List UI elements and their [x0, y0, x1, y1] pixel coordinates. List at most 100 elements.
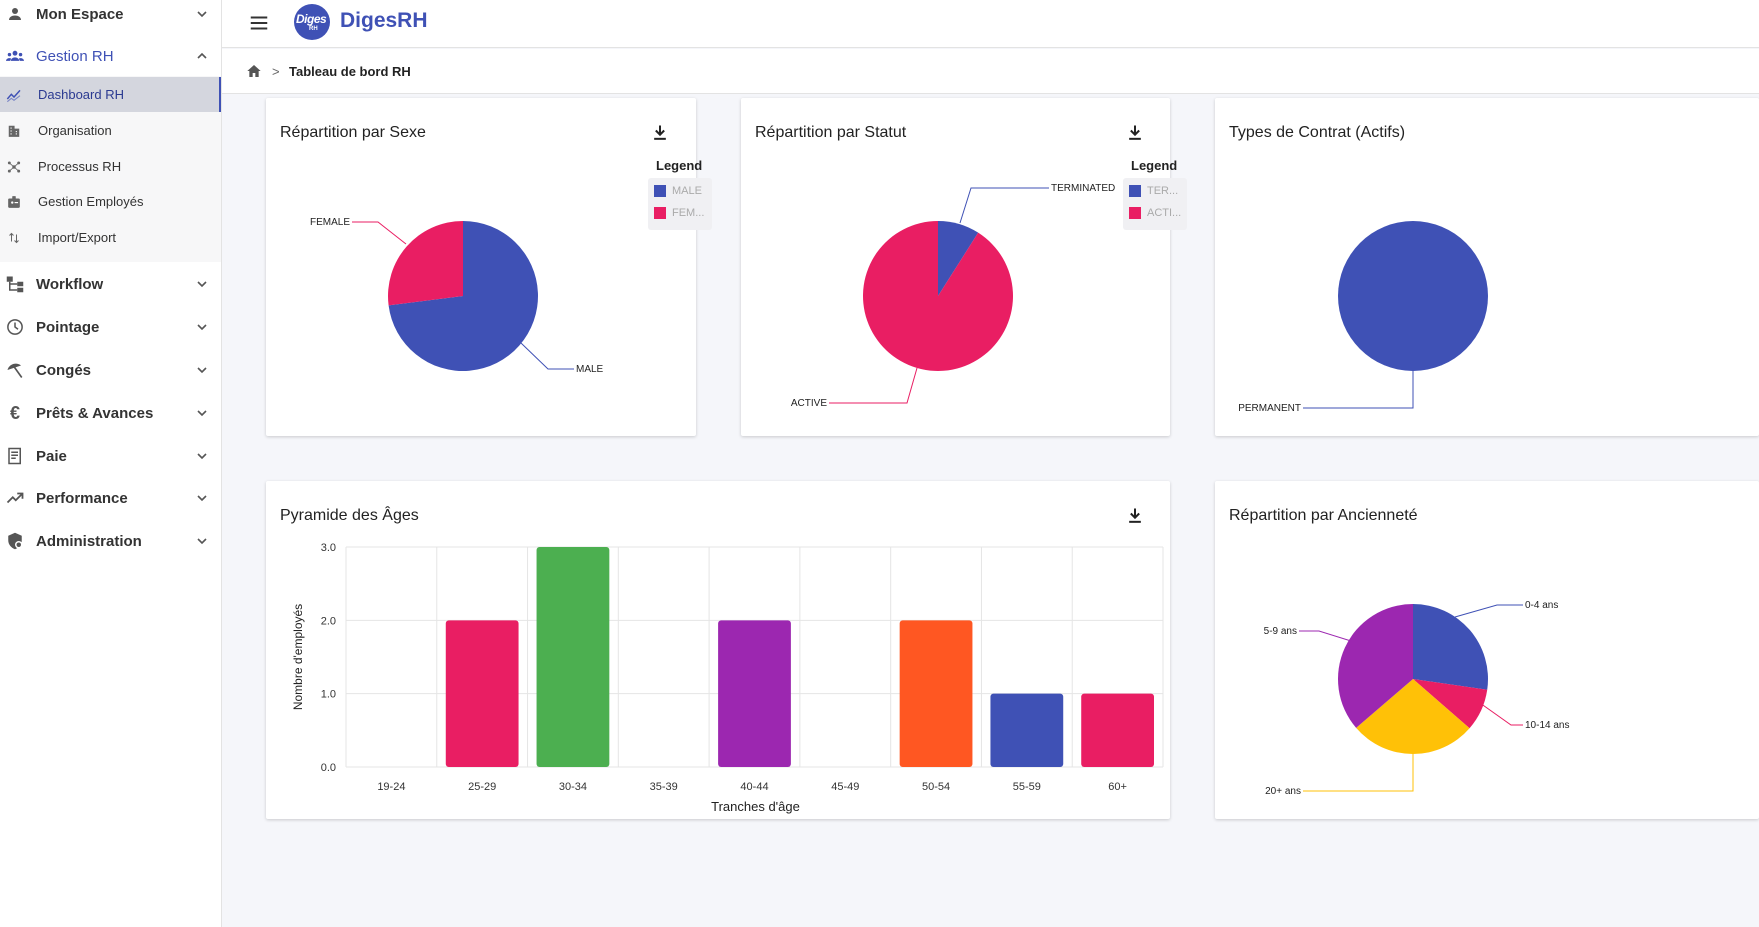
sidebar-item-administration[interactable]: Administration — [0, 521, 221, 561]
sidebar-item-mon-espace[interactable]: Mon Espace — [0, 0, 221, 34]
sidebar-item-prets-avances[interactable]: € Prêts & Avances — [0, 393, 221, 433]
download-icon[interactable] — [650, 123, 670, 143]
pie-slice[interactable] — [388, 221, 538, 372]
bar[interactable] — [1081, 693, 1154, 767]
sidebar-item-performance[interactable]: Performance — [0, 478, 221, 518]
chevron-down-icon — [194, 405, 210, 421]
sidebar-item-gestion-rh[interactable]: Gestion RH — [0, 36, 221, 76]
card-title: Pyramide des Âges — [280, 507, 419, 524]
x-tick-label: 45-49 — [831, 781, 859, 793]
sidebar-subitem-label: Import/Export — [38, 230, 117, 245]
x-axis-label: Tranches d'âge — [711, 799, 800, 814]
chevron-down-icon — [194, 448, 210, 464]
sidebar-subitem-dashboard-rh[interactable]: Dashboard RH — [0, 77, 221, 112]
bar[interactable] — [445, 620, 519, 767]
bar-chart-ages: 0.0 1.0 2.0 3.0 19-24 25-29 30-34 35-39 40-44 45-… — [291, 542, 1164, 814]
pie-leader-line — [1303, 754, 1414, 792]
clock-icon — [6, 318, 24, 336]
pie-slice-label: 5-9 ans — [1264, 626, 1297, 637]
sidebar-item-conges[interactable]: Congés — [0, 350, 221, 390]
top-app-bar: Diges RH DigesRH — [222, 0, 1759, 48]
pie-leader-line — [1454, 604, 1523, 618]
legend: MALE FEM... — [648, 178, 712, 230]
pie-slice[interactable] — [1338, 221, 1488, 371]
chart-card-contrat: Types de Contrat (Actifs) PERMANENT — [1215, 98, 1759, 436]
x-tick-label: 55-59 — [1013, 781, 1041, 793]
x-tick-label: 60+ — [1108, 781, 1127, 793]
legend-entry[interactable]: TER... — [1129, 184, 1187, 198]
sidebar-subitem-label: Gestion Employés — [38, 194, 144, 209]
chart-card-statut: Répartition par Statut Legend TER... ACT… — [741, 98, 1187, 436]
pie-slice[interactable] — [1338, 604, 1413, 728]
pie-slice-label: 20+ ans — [1265, 786, 1301, 797]
bar[interactable] — [536, 547, 610, 767]
x-tick-label: 25-29 — [468, 781, 496, 793]
y-tick-label: 3.0 — [321, 542, 336, 554]
sidebar-item-label: Performance — [36, 489, 128, 507]
bar[interactable] — [990, 693, 1064, 767]
sidebar-item-label: Congés — [36, 361, 92, 379]
sidebar-item-label: Pointage — [36, 318, 100, 336]
legend: TER... ACTI... — [1123, 178, 1187, 230]
person-icon — [6, 5, 24, 23]
y-tick-label: 1.0 — [321, 689, 336, 701]
sidebar-item-label: Gestion RH — [36, 47, 114, 65]
menu-hamburger-icon[interactable] — [248, 12, 270, 34]
app-logo[interactable]: Diges RH — [294, 4, 330, 40]
pie-slice[interactable] — [863, 220, 1013, 371]
breadcrumb-separator: > — [272, 64, 280, 79]
chart-card-ages: Pyramide des Âges 0.0 1.0 2.0 3.0 19-24 25-29… — [266, 481, 1170, 819]
download-icon[interactable] — [1125, 506, 1145, 526]
pie-leader-line — [1303, 371, 1414, 409]
legend-entry[interactable]: MALE — [654, 184, 712, 198]
pie-slice[interactable] — [1413, 604, 1488, 690]
pie-slice-label: 10-14 ans — [1525, 720, 1569, 731]
x-tick-label: 40-44 — [740, 781, 768, 793]
sidebar-subitem-gestion-employes[interactable]: Gestion Employés — [0, 184, 221, 219]
sidebar-subitem-import-export[interactable]: Import/Export — [0, 220, 221, 255]
pie-leader-line — [1479, 702, 1523, 726]
bar[interactable] — [899, 620, 973, 767]
sidebar-item-paie[interactable]: Paie — [0, 436, 221, 476]
breadcrumb-current: Tableau de bord RH — [289, 64, 411, 79]
legend-entry[interactable]: ACTI... — [1129, 206, 1187, 220]
x-tick-label: 35-39 — [650, 781, 678, 793]
pie-slice-label: MALE — [576, 364, 604, 375]
sidebar-item-pointage[interactable]: Pointage — [0, 307, 221, 347]
pie-leader-line — [352, 221, 407, 245]
beach-umbrella-icon — [6, 361, 24, 379]
euro-icon: € — [9, 402, 20, 423]
sidebar-item-workflow[interactable]: Workflow — [0, 264, 221, 304]
pie-slice-label: TERMINATED — [1051, 183, 1115, 194]
sidebar: Mon Espace Gestion RH Dashboard RH Organ… — [0, 0, 222, 927]
process-hub-icon — [6, 159, 22, 175]
sidebar-item-label: Administration — [36, 532, 142, 550]
x-tick-label: 19-24 — [377, 781, 405, 793]
legend-title: Legend — [1131, 158, 1178, 173]
y-tick-label: 0.0 — [321, 762, 336, 774]
sidebar-subitem-processus-rh[interactable]: Processus RH — [0, 149, 221, 184]
app-brand-name[interactable]: DigesRH — [340, 9, 428, 32]
sidebar-subitem-label: Processus RH — [38, 159, 122, 174]
home-icon[interactable] — [246, 63, 262, 79]
card-title: Répartition par Sexe — [280, 124, 426, 141]
pie-slice[interactable] — [388, 221, 463, 306]
pie-slice[interactable] — [1356, 679, 1470, 754]
y-tick-label: 2.0 — [321, 615, 336, 627]
pie-leader-line — [959, 187, 1049, 224]
pie-chart-anciennete: 0-4 ans 10-14 ans 20+ ans 5-9 ans — [1264, 600, 1570, 797]
chevron-down-icon — [194, 276, 210, 292]
legend-entry[interactable]: FEM... — [654, 206, 712, 220]
y-axis-label: Nombre d'employés — [291, 604, 305, 710]
card-title: Répartition par Statut — [755, 124, 907, 141]
pie-slice-label: PERMANENT — [1238, 403, 1301, 414]
pie-slice[interactable] — [938, 221, 979, 296]
sidebar-subitem-organisation[interactable]: Organisation — [0, 113, 221, 148]
legend-title: Legend — [656, 158, 703, 173]
badge-icon — [6, 194, 22, 210]
admin-shield-icon — [6, 532, 24, 550]
chart-card-anciennete: Répartition par Ancienneté 0-4 ans 10-14 … — [1215, 481, 1759, 819]
bar[interactable] — [718, 620, 791, 767]
pie-slice[interactable] — [1413, 679, 1488, 729]
download-icon[interactable] — [1125, 123, 1145, 143]
